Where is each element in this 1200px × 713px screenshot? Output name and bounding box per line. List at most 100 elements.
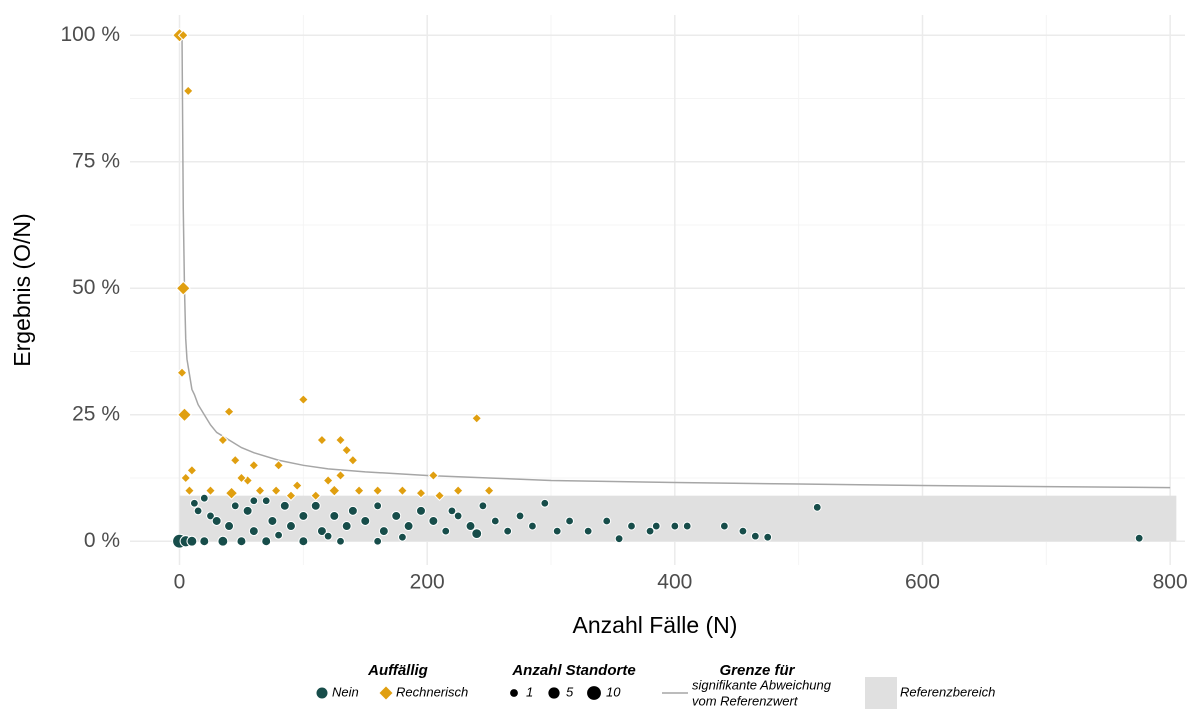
legend-title: Anzahl Standorte	[511, 662, 635, 679]
legend-size-marker	[548, 687, 560, 699]
diamond-point	[291, 480, 303, 491]
legend-size-marker	[510, 689, 518, 697]
diamond-point	[353, 485, 365, 497]
circle-point	[189, 498, 199, 508]
y-tick-label: 25 %	[72, 402, 120, 425]
diamond-point	[434, 490, 445, 502]
circle-point	[206, 511, 215, 521]
diamond-point	[316, 434, 328, 446]
diamond-point	[184, 485, 195, 497]
circle-point	[552, 526, 562, 536]
circle-point	[211, 515, 222, 526]
circle-point	[360, 515, 371, 526]
diamond-point	[273, 459, 284, 471]
legend-label: 5	[566, 684, 574, 699]
diamond-point	[223, 406, 235, 418]
x-tick-label: 0	[174, 571, 186, 594]
diamond-point	[248, 459, 260, 471]
y-tick-label: 100 %	[60, 23, 120, 46]
circle-point	[453, 511, 463, 521]
diamond-point	[328, 484, 341, 497]
diamond-point	[310, 490, 322, 502]
x-tick-label: 200	[410, 571, 445, 594]
diamond-point	[285, 490, 297, 502]
circle-point	[763, 532, 773, 542]
circle-point	[565, 516, 574, 526]
diamond-point	[270, 485, 282, 497]
diamond-point	[175, 280, 191, 296]
diamond-point	[415, 487, 427, 499]
diamond-point	[205, 485, 216, 497]
circle-point	[750, 531, 760, 541]
circle-point	[279, 500, 290, 511]
diamond-point	[452, 485, 464, 497]
circle-point	[471, 528, 483, 540]
legend-marker	[315, 686, 329, 700]
circle-point	[428, 515, 439, 526]
legend-title: Grenze für	[719, 662, 795, 679]
circle-point	[528, 521, 537, 531]
circle-point	[242, 505, 253, 516]
circle-point	[602, 516, 612, 526]
circle-point	[651, 521, 661, 531]
circle-point	[336, 536, 345, 546]
circle-point	[274, 530, 283, 540]
circle-point	[614, 534, 624, 544]
legend-label: Rechnerisch	[396, 684, 468, 699]
circle-point	[416, 505, 426, 516]
diamond-point	[427, 470, 439, 481]
circle-point	[670, 521, 680, 531]
diamond-point	[229, 454, 241, 466]
diamond-point	[341, 444, 353, 456]
legend-label: Nein	[332, 684, 359, 699]
circle-point	[478, 501, 488, 511]
circle-point	[285, 521, 296, 532]
diamond-point	[347, 454, 359, 466]
circle-point	[398, 532, 407, 542]
legend-label: 1	[526, 684, 533, 699]
circle-point	[1134, 533, 1144, 543]
circle-point	[378, 526, 389, 537]
y-tick-label: 50 %	[72, 276, 120, 299]
circle-point	[812, 502, 822, 512]
circle-point	[249, 496, 259, 506]
diamond-point	[180, 472, 192, 484]
x-tick-label: 600	[905, 571, 940, 594]
diamond-point	[224, 486, 239, 500]
circle-point	[645, 526, 655, 536]
circle-point	[490, 516, 500, 526]
diamond-point	[322, 475, 334, 486]
x-tick-label: 400	[657, 571, 692, 594]
x-axis-title: Anzahl Fälle (N)	[573, 612, 738, 638]
diamond-point	[217, 434, 229, 446]
diamond-point	[236, 472, 247, 484]
diamond-point	[471, 412, 483, 424]
circle-point	[329, 510, 340, 521]
circle-point	[199, 536, 210, 547]
y-tick-label: 75 %	[72, 149, 120, 172]
circle-point	[627, 521, 636, 531]
circle-point	[236, 536, 247, 547]
diamond-point	[483, 485, 495, 497]
diamond-point	[182, 85, 194, 97]
circle-point	[186, 535, 198, 547]
y-axis-title: Ergebnis (O/N)	[9, 213, 35, 366]
diamond-point	[297, 394, 309, 405]
circle-point	[298, 536, 309, 547]
circle-point	[224, 521, 235, 532]
circle-point	[261, 536, 272, 547]
diamond-point	[177, 29, 189, 41]
diamond-point	[176, 367, 188, 379]
legend-band	[865, 677, 897, 709]
diamond-point	[335, 470, 346, 481]
circle-point	[193, 506, 203, 516]
circle-point	[373, 501, 383, 511]
limit-line	[180, 34, 1171, 489]
legend-marker	[378, 685, 394, 701]
circle-point	[217, 535, 229, 547]
diamond-point	[372, 485, 384, 497]
circle-point	[391, 510, 402, 521]
circle-point	[316, 526, 327, 537]
legend-title: Auffällig	[367, 662, 428, 679]
